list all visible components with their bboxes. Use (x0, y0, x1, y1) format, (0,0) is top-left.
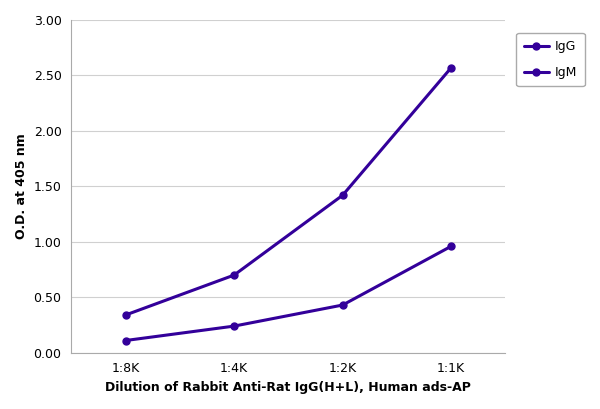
IgG (448, 65, 455, 70)
Line: IgG: IgG (122, 64, 455, 319)
IgM (448, 244, 455, 249)
IgM (230, 324, 238, 328)
IgG (230, 273, 238, 278)
IgG (339, 193, 346, 198)
Y-axis label: O.D. at 405 nm: O.D. at 405 nm (15, 133, 28, 239)
Line: IgM: IgM (122, 243, 455, 344)
IgM (339, 303, 346, 308)
Legend: IgG, IgM: IgG, IgM (516, 33, 584, 86)
X-axis label: Dilution of Rabbit Anti-Rat IgG(H+L), Human ads-AP: Dilution of Rabbit Anti-Rat IgG(H+L), Hu… (106, 381, 472, 394)
IgM (122, 338, 129, 343)
IgG (122, 312, 129, 317)
